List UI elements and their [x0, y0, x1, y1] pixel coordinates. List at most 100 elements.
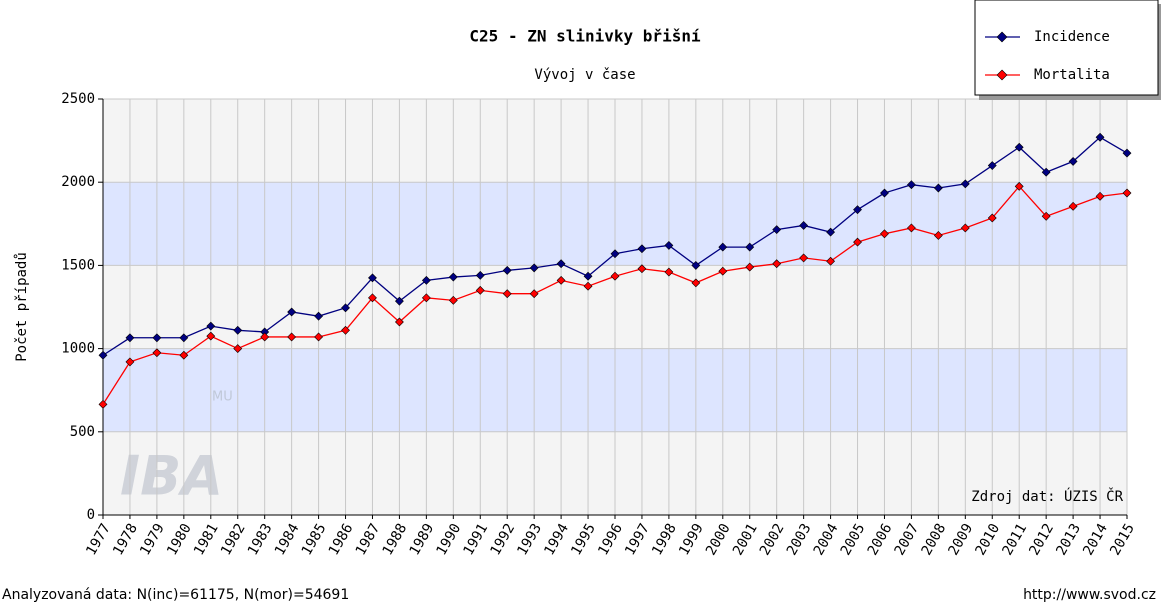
x-tick-label: 1988 [380, 521, 411, 558]
point [206, 331, 216, 341]
point [287, 307, 297, 317]
point [421, 293, 431, 303]
point [206, 321, 216, 331]
x-tick-label: 1998 [649, 521, 680, 558]
x-tick-label: 1980 [164, 521, 195, 558]
legend [974, 0, 1159, 96]
point [529, 263, 539, 273]
point [394, 317, 404, 327]
y-tick-label: 2000 [61, 174, 95, 190]
point [583, 271, 593, 281]
point [314, 332, 324, 342]
x-tick-label: 2014 [1080, 521, 1111, 558]
point [987, 213, 997, 223]
legend-marker [996, 69, 1008, 81]
point [179, 333, 189, 343]
watermark: IBA [120, 445, 223, 508]
x-tick-label: 2012 [1026, 521, 1057, 558]
x-tick-label: 2001 [730, 521, 761, 558]
point [368, 273, 377, 283]
point [448, 295, 458, 305]
x-tick-label: 1997 [622, 521, 653, 558]
legend-label: Mortalita [1034, 67, 1110, 83]
point [826, 256, 836, 266]
point [772, 259, 782, 269]
point [637, 244, 647, 254]
point [906, 223, 916, 233]
point [475, 285, 485, 295]
point [718, 242, 728, 252]
y-tick-label: 500 [70, 424, 95, 440]
x-tick-label: 2013 [1053, 521, 1084, 558]
x-tick-label: 1982 [218, 521, 249, 558]
point [98, 350, 108, 360]
point [1068, 156, 1078, 166]
x-tick-label: 1996 [595, 521, 626, 558]
point [1041, 167, 1051, 177]
point [1122, 188, 1132, 198]
point [368, 293, 377, 303]
x-tick-label: 2010 [972, 521, 1003, 558]
point [556, 275, 566, 285]
point [691, 260, 701, 270]
x-tick-label: 2002 [757, 521, 788, 558]
point [502, 289, 512, 299]
x-tick-label: 1986 [326, 521, 357, 558]
legend-marker [996, 31, 1008, 43]
point [718, 266, 728, 276]
point [853, 205, 862, 215]
x-tick-label: 2011 [999, 521, 1030, 558]
point [1095, 191, 1105, 201]
x-tick-label: 2005 [838, 521, 869, 558]
legend-label: Incidence [1034, 29, 1110, 45]
point [880, 188, 889, 198]
x-tick-label: 1994 [541, 521, 572, 558]
point [260, 332, 270, 342]
point [880, 229, 889, 239]
point [125, 357, 135, 367]
x-tick-label: 1985 [299, 521, 330, 558]
point [960, 179, 970, 189]
point [341, 303, 350, 313]
point [1014, 181, 1024, 191]
point [233, 344, 243, 354]
x-tick-label: 2003 [784, 521, 815, 558]
point [906, 180, 916, 190]
x-tick-label: 1983 [245, 521, 276, 558]
point [394, 296, 404, 306]
chart-title: C25 - ZN slinivky břišní [469, 27, 701, 46]
point [664, 241, 674, 250]
point [826, 227, 836, 237]
x-tick-label: 2009 [946, 521, 977, 558]
x-tick-label: 1987 [353, 521, 384, 558]
x-tick-label: 1991 [460, 521, 491, 558]
point [583, 281, 593, 291]
point [933, 183, 943, 193]
x-tick-label: 2015 [1107, 521, 1138, 558]
point [799, 253, 809, 263]
y-tick-label: 0 [87, 507, 95, 523]
x-tick-label: 2000 [703, 521, 734, 558]
point [529, 289, 539, 299]
point [853, 237, 862, 247]
x-tick-label: 1977 [83, 521, 114, 558]
point [987, 161, 997, 170]
y-tick-label: 1500 [61, 257, 95, 273]
x-tick-label: 1992 [487, 521, 518, 558]
x-tick-label: 1979 [137, 521, 168, 558]
footer-right: http://www.svod.cz [1023, 587, 1156, 603]
point [98, 399, 108, 409]
point [1068, 201, 1078, 211]
point [772, 225, 782, 235]
point [1122, 148, 1132, 158]
x-tick-label: 1995 [568, 521, 599, 558]
point [610, 249, 620, 259]
point [448, 272, 458, 282]
point [799, 221, 809, 230]
x-tick-label: 2004 [811, 521, 842, 558]
point [287, 332, 297, 342]
point [556, 259, 566, 269]
annotation: Zdroj dat: ÚZIS ČR [971, 487, 1123, 505]
x-tick-label: 1990 [434, 521, 465, 558]
